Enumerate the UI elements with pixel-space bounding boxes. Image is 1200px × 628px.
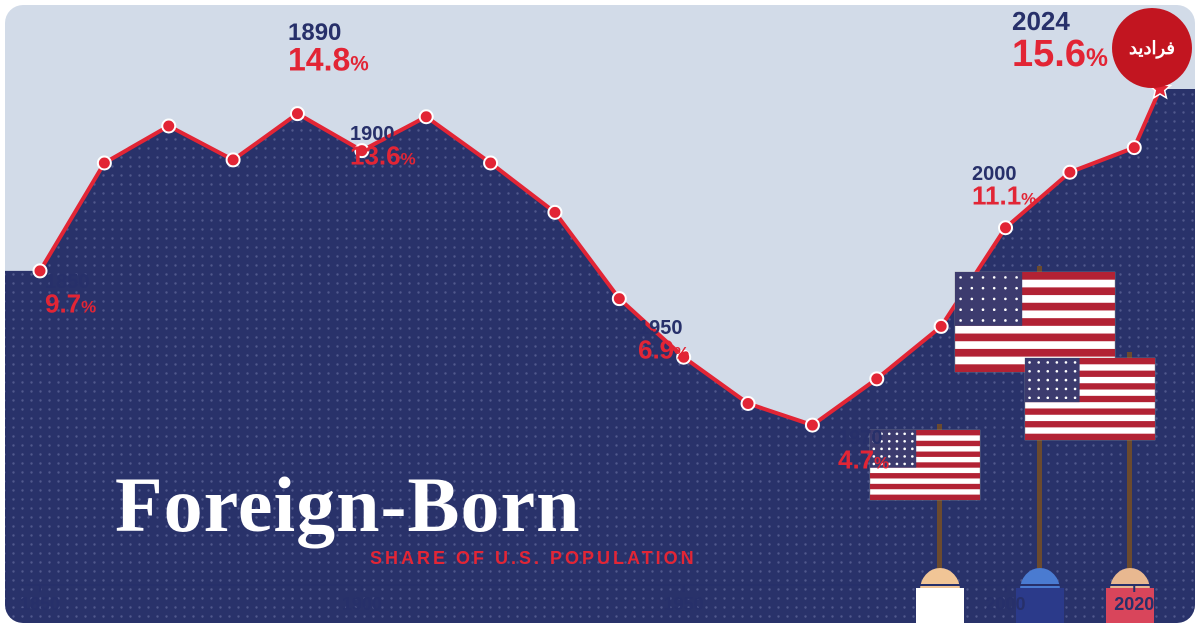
svg-text:1950: 1950	[664, 594, 704, 614]
title-main: Foreign-Born	[115, 460, 581, 550]
svg-text:2000: 2000	[985, 594, 1025, 614]
svg-text:1900: 1900	[342, 594, 382, 614]
svg-text:2020: 2020	[1114, 594, 1154, 614]
title-sub: SHARE OF U.S. POPULATION	[370, 548, 697, 569]
infographic-stage: 1850190019502000202018509.7%189014.8%190…	[0, 0, 1200, 628]
svg-text:2024: 2024	[1012, 6, 1070, 36]
svg-text:فرادید: فرادید	[1129, 38, 1175, 59]
svg-text:1850: 1850	[20, 594, 60, 614]
